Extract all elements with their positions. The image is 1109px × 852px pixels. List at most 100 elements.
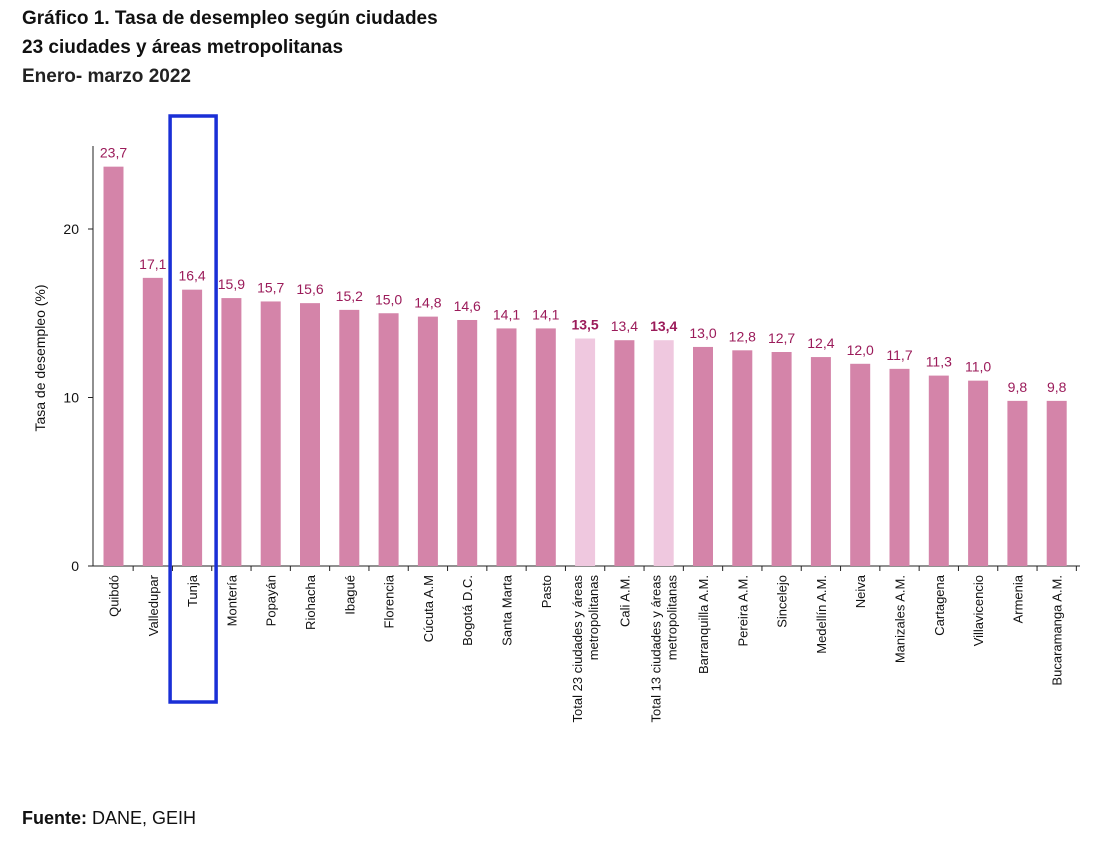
x-tick-label: Ibagué xyxy=(342,575,357,615)
x-tick-label-line: Cartagena xyxy=(932,574,947,635)
x-tick-label: Villavicencio xyxy=(971,575,986,646)
y-tick-label: 0 xyxy=(71,558,79,574)
data-label: 15,6 xyxy=(296,281,323,297)
x-tick-label-line: Villavicencio xyxy=(971,575,986,646)
data-label: 12,8 xyxy=(729,328,756,344)
x-tick-label: Santa Marta xyxy=(500,574,515,646)
bar xyxy=(575,338,596,566)
x-tick-label: Pereira A.M. xyxy=(735,575,750,647)
bar xyxy=(653,340,674,566)
bar xyxy=(614,340,635,566)
x-tick-label: Medellín A.M. xyxy=(814,575,829,654)
x-tick-label: Neiva xyxy=(853,574,868,608)
data-label: 15,0 xyxy=(375,291,402,307)
x-tick-label: Sincelejo xyxy=(775,575,790,628)
data-label: 23,7 xyxy=(100,145,127,161)
x-tick-label: Total 23 ciudades y áreasmetropolitanas xyxy=(570,575,601,723)
chart-title: Gráfico 1. Tasa de desempleo según ciuda… xyxy=(22,8,438,29)
data-label: 9,8 xyxy=(1047,379,1067,395)
data-label: 11,3 xyxy=(926,354,952,370)
bar xyxy=(535,328,556,566)
data-label: 13,4 xyxy=(650,318,677,334)
x-tick-label-line: Manizales A.M. xyxy=(893,575,908,663)
data-label: 14,1 xyxy=(532,306,559,322)
bar xyxy=(928,375,949,566)
data-label: 14,1 xyxy=(493,306,520,322)
bar xyxy=(142,277,163,566)
bar xyxy=(300,303,320,566)
x-tick-label-line: Ibagué xyxy=(342,575,357,615)
bar-chart: 0 10 20 Tasa de desempleo (%) 23,7 Quibdó 17,1… xyxy=(32,114,1080,723)
x-tick-label-line: Valledupar xyxy=(146,574,161,636)
data-label: 9,8 xyxy=(1008,379,1028,395)
x-tick-label-line: Barranquilla A.M. xyxy=(696,575,711,674)
y-tick-label: 10 xyxy=(63,390,79,406)
x-tick-label: Total 13 ciudades y áreasmetropolitanas xyxy=(649,575,680,723)
highlight-box xyxy=(168,114,218,704)
bar xyxy=(968,380,989,566)
bar xyxy=(771,352,792,566)
data-label: 14,8 xyxy=(414,295,441,311)
x-tick-label-line: Total 13 ciudades y áreas xyxy=(649,575,664,723)
x-tick-label-line: Sincelejo xyxy=(775,575,790,628)
y-tick-label: 20 xyxy=(63,221,79,237)
x-tick-label-line: Neiva xyxy=(853,574,868,608)
x-tick-label-line: Pasto xyxy=(539,575,554,608)
bar xyxy=(339,309,360,566)
bar xyxy=(850,363,871,566)
x-tick-label-line: Medellín A.M. xyxy=(814,575,829,654)
x-tick-label: Tunja xyxy=(185,574,200,607)
data-label: 15,9 xyxy=(218,276,245,292)
x-tick-label: Florencia xyxy=(382,574,397,628)
source-note: Fuente: DANE, GEIH xyxy=(22,808,196,829)
x-tick-label-line: Cali A.M. xyxy=(617,575,632,627)
x-tick-label-line: Total 23 ciudades y áreas xyxy=(570,575,585,723)
data-label: 13,0 xyxy=(689,325,716,341)
bar xyxy=(417,316,438,566)
x-tick-label-line: Riohacha xyxy=(303,574,318,630)
data-label: 11,0 xyxy=(965,359,991,375)
bar xyxy=(103,166,124,566)
bar xyxy=(693,346,713,566)
bar xyxy=(221,298,242,566)
data-label: 15,2 xyxy=(336,288,363,304)
x-tick-label-line: Bucaramanga A.M. xyxy=(1050,575,1065,686)
x-tick-label: Montería xyxy=(224,574,239,626)
x-tick-label-line: metropolitanas xyxy=(665,575,680,661)
x-tick-label: Popayán xyxy=(264,575,279,626)
chart-subtitle: 23 ciudades y áreas metropolitanas xyxy=(22,37,344,58)
chart-period: Enero- marzo 2022 xyxy=(22,66,191,87)
data-label: 16,4 xyxy=(178,268,205,284)
x-tick-label-line: Quibdó xyxy=(107,575,122,617)
y-axis-label: Tasa de desempleo (%) xyxy=(32,284,48,431)
x-tick-label: Riohacha xyxy=(303,574,318,630)
data-label: 15,7 xyxy=(257,279,284,295)
x-tick-label: Cali A.M. xyxy=(617,575,632,627)
data-label: 13,4 xyxy=(611,318,638,334)
data-label: 12,7 xyxy=(768,330,795,346)
x-tick-label: Quibdó xyxy=(107,575,122,617)
source-label: Fuente: xyxy=(22,808,87,828)
x-tick-label-line: metropolitanas xyxy=(586,575,601,661)
data-label: 12,4 xyxy=(807,335,834,351)
data-label: 13,5 xyxy=(571,317,598,333)
data-label: 17,1 xyxy=(139,256,166,272)
x-tick-label-line: Armenia xyxy=(1010,574,1025,623)
x-tick-label: Manizales A.M. xyxy=(893,575,908,663)
bar xyxy=(1046,400,1067,566)
x-tick-label: Barranquilla A.M. xyxy=(696,575,711,674)
bar xyxy=(1007,400,1028,566)
bar xyxy=(457,319,478,566)
bar xyxy=(182,289,203,566)
x-tick-label-line: Santa Marta xyxy=(500,574,515,646)
x-tick-label: Bogotá D.C. xyxy=(460,575,475,646)
source-text: DANE, GEIH xyxy=(92,808,197,828)
x-tick-label: Armenia xyxy=(1010,574,1025,623)
data-label: 11,7 xyxy=(886,347,912,363)
x-tick-label: Cartagena xyxy=(932,574,947,635)
bar xyxy=(810,357,831,566)
x-tick-label-line: Florencia xyxy=(382,574,397,628)
data-label: 12,0 xyxy=(847,342,874,358)
x-tick-label: Bucaramanga A.M. xyxy=(1050,575,1065,686)
x-tick-label-line: Pereira A.M. xyxy=(735,575,750,647)
